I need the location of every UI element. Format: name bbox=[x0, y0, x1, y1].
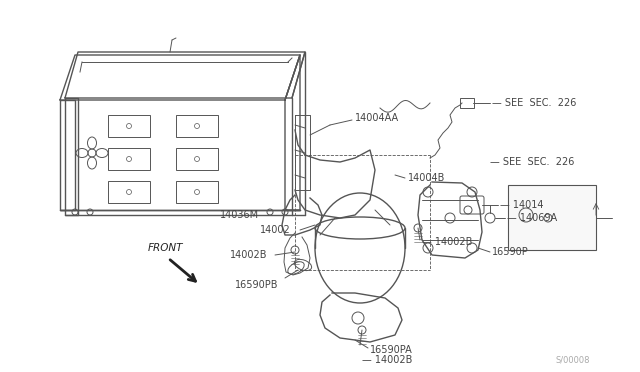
Text: S/00008: S/00008 bbox=[555, 356, 589, 365]
Text: 16590P: 16590P bbox=[492, 247, 529, 257]
Text: 16590PA: 16590PA bbox=[370, 345, 413, 355]
Text: — 14002B: — 14002B bbox=[362, 355, 412, 365]
Text: FRONT: FRONT bbox=[148, 243, 184, 253]
Bar bbox=[108, 115, 150, 137]
Bar bbox=[176, 148, 218, 170]
Text: 14004AA: 14004AA bbox=[355, 113, 399, 123]
Text: 14002: 14002 bbox=[260, 225, 291, 235]
Bar bbox=[460, 98, 474, 108]
Bar bbox=[108, 148, 150, 170]
Text: 16590PB: 16590PB bbox=[235, 280, 278, 290]
Text: 14036M: 14036M bbox=[220, 210, 259, 220]
Text: — SEE  SEC.  226: — SEE SEC. 226 bbox=[490, 157, 574, 167]
Bar bbox=[176, 181, 218, 203]
FancyArrowPatch shape bbox=[170, 260, 195, 281]
Bar bbox=[108, 181, 150, 203]
Bar bbox=[176, 115, 218, 137]
Text: — 14014: — 14014 bbox=[500, 200, 543, 210]
Bar bbox=[508, 185, 596, 250]
Text: — SEE  SEC.  226: — SEE SEC. 226 bbox=[492, 98, 577, 108]
Text: — 14069A: — 14069A bbox=[507, 213, 557, 223]
Text: — 14002B: — 14002B bbox=[422, 237, 472, 247]
Text: 14004B: 14004B bbox=[408, 173, 445, 183]
Text: 14002B: 14002B bbox=[230, 250, 268, 260]
